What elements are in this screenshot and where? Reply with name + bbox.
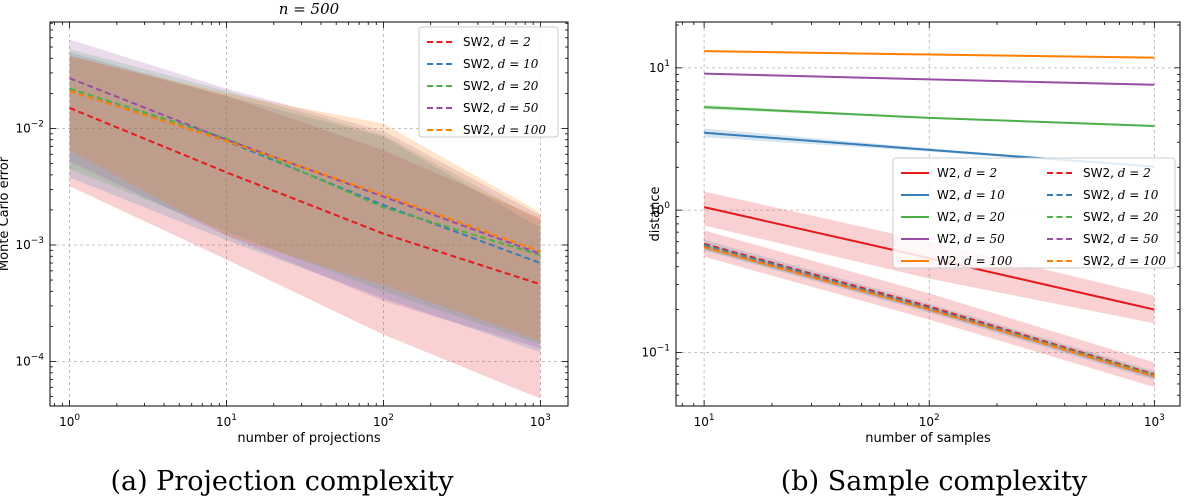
series-line — [69, 87, 541, 256]
x-tick-label: 100 — [59, 413, 80, 429]
legend-box — [418, 26, 559, 138]
x-tick-label: 103 — [1144, 413, 1165, 429]
series-line — [703, 246, 1155, 378]
legend-box — [892, 157, 1176, 269]
legend-label: SW2, d = 10 — [1083, 188, 1159, 202]
legend-label: W2, d = 50 — [937, 232, 1005, 246]
figure-caption: (a) Projection complexity — [110, 466, 454, 497]
legend-label: SW2, d = 50 — [1083, 232, 1159, 246]
legend-label: W2, d = 10 — [937, 188, 1005, 202]
y-tick-label: 100 — [649, 201, 670, 217]
series-line — [704, 106, 1155, 128]
chart-panel-b: 101 102 103 10−1 100 101 number of samples dist… — [641, 21, 1181, 446]
y-axis-title: Monte Carlo error — [0, 156, 12, 271]
figure-caption: (b) Sample complexity — [781, 466, 1088, 497]
legend-label: SW2, d = 20 — [1083, 210, 1159, 224]
series-line — [704, 72, 1155, 86]
x-axis-title: number of samples — [865, 431, 991, 446]
x-tick-label: 101 — [216, 413, 237, 429]
confidence-band — [69, 55, 541, 341]
chart-panel-a: 100 101 102 103 10−4 10−3 10−2 number of projec… — [0, 0, 569, 446]
y-tick-label: 10−1 — [641, 343, 670, 359]
axis-ticks — [676, 22, 1180, 406]
series-line — [69, 107, 541, 286]
y-tick-label: 101 — [649, 59, 670, 75]
x-tick-label: 103 — [530, 413, 551, 429]
confidence-band — [69, 52, 541, 353]
x-axis-title: number of projections — [237, 431, 380, 446]
y-tick-label: 10−4 — [15, 352, 44, 368]
confidence-bands — [69, 39, 541, 399]
confidence-band — [69, 55, 541, 399]
x-tick-label: 101 — [694, 413, 715, 429]
legend: SW2, d = 2 SW2, d = 10 SW2, d = 20 SW2, d =… — [418, 26, 559, 138]
legend-label: W2, d = 100 — [937, 254, 1013, 268]
legend-label: SW2, d = 2 — [1083, 166, 1151, 180]
legend-label: W2, d = 20 — [937, 210, 1005, 224]
series-line — [703, 242, 1155, 376]
y-axis-title: distance — [648, 186, 663, 241]
axis-ticks — [50, 22, 568, 406]
legend-label: W2, d = 2 — [937, 166, 997, 180]
y-tick-label: 10−3 — [15, 236, 44, 252]
legend: W2, d = 2 W2, d = 10 W2, d = 20 W2, d = 50 W… — [892, 157, 1176, 269]
chart-title: n = 500 — [279, 0, 340, 18]
series-lines — [69, 77, 541, 286]
legend-label: SW2, d = 50 — [463, 101, 539, 115]
x-tick-label: 102 — [919, 413, 940, 429]
grid-lines — [50, 22, 568, 406]
confidence-band — [69, 39, 541, 349]
axes-frame — [675, 21, 1181, 407]
confidence-band — [69, 49, 541, 345]
series-line — [69, 89, 541, 253]
series-line — [704, 50, 1155, 59]
axes-frame — [49, 21, 569, 407]
legend-label: SW2, d = 20 — [463, 79, 539, 93]
legend-label: SW2, d = 10 — [463, 57, 539, 71]
legend-label: SW2, d = 100 — [463, 123, 546, 137]
legend-label: SW2, d = 100 — [1083, 254, 1166, 268]
y-tick-label: 10−2 — [15, 119, 44, 135]
x-tick-label: 102 — [373, 413, 394, 429]
legend-label: SW2, d = 2 — [463, 35, 531, 49]
series-lines — [703, 50, 1155, 378]
